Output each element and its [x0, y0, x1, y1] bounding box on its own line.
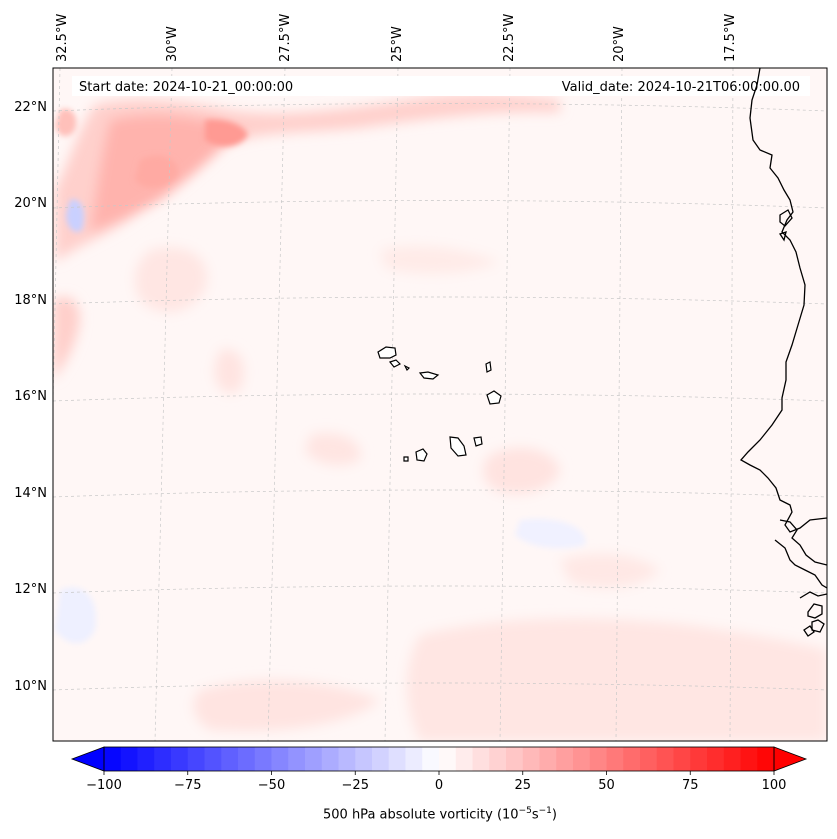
- date-info-box: [72, 76, 810, 96]
- colorbar-segment: [707, 747, 725, 771]
- colorbar-segment: [556, 747, 574, 771]
- lat-label: 10°N: [14, 679, 47, 694]
- start-date-label: Start date: 2024-10-21_00:00:00: [79, 80, 293, 95]
- lat-label: 20°N: [14, 196, 47, 211]
- lon-label: 22.5°W: [502, 14, 517, 62]
- cape-verde-islands: [377, 346, 502, 462]
- lon-label: 32.5°W: [55, 14, 70, 62]
- lon-label: 17.5°W: [723, 14, 738, 62]
- colorbar: −100 −75 −50 −25 0 25 50 75 100: [70, 746, 808, 793]
- colorbar-segment: [120, 747, 138, 771]
- colorbar-tick-label: 50: [598, 778, 615, 793]
- gridlines: [53, 68, 827, 741]
- colorbar-extend-max: [773, 746, 808, 772]
- colorbar-segment: [656, 747, 674, 771]
- colorbar-segment: [221, 747, 239, 771]
- colorbar-tick-label: −75: [174, 778, 201, 793]
- colorbar-segment: [405, 747, 423, 771]
- colorbar-tick-label: −50: [258, 778, 285, 793]
- colorbar-segment: [271, 747, 289, 771]
- colorbar-segment: [455, 747, 473, 771]
- colorbar-title: 500 hPa absolute vorticity (10−5s−1): [323, 806, 557, 823]
- lon-label: 30°W: [165, 26, 180, 62]
- colorbar-tick-label: −100: [86, 778, 122, 793]
- map-frame: [52, 67, 828, 742]
- colorbar-segment: [506, 747, 524, 771]
- colorbar-segment: [104, 747, 122, 771]
- colorbar-ticks: −100 −75 −50 −25 0 25 50 75 100: [86, 771, 786, 793]
- colorbar-segment: [757, 747, 775, 771]
- colorbar-segment: [573, 747, 591, 771]
- colorbar-tick-label: −25: [342, 778, 369, 793]
- colorbar-segment: [321, 747, 339, 771]
- colorbar-segment: [606, 747, 624, 771]
- lon-label: 20°W: [612, 26, 627, 62]
- colorbar-segment: [439, 747, 457, 771]
- colorbar-tick-label: 75: [682, 778, 699, 793]
- colorbar-segment: [690, 747, 708, 771]
- colorbar-segment: [305, 747, 323, 771]
- colorbar-segment: [673, 747, 691, 771]
- colorbar-segment: [589, 747, 607, 771]
- colorbar-segment: [489, 747, 507, 771]
- colorbar-tick-label: 0: [435, 778, 443, 793]
- colorbar-segment: [338, 747, 356, 771]
- colorbar-segment: [623, 747, 641, 771]
- colorbar-segment: [472, 747, 490, 771]
- colorbar-segment: [154, 747, 172, 771]
- lat-label: 14°N: [14, 486, 47, 501]
- colorbar-tick-label: 100: [762, 778, 787, 793]
- lon-label: 27.5°W: [278, 14, 293, 62]
- lat-label: 12°N: [14, 582, 47, 597]
- longitude-labels: 32.5°W 30°W 27.5°W 25°W 22.5°W 20°W 17.5…: [55, 14, 738, 62]
- colorbar-segment: [238, 747, 256, 771]
- lat-label: 18°N: [14, 293, 47, 308]
- colorbar-segment: [422, 747, 440, 771]
- colorbar-segment: [539, 747, 557, 771]
- colorbar-segment: [204, 747, 222, 771]
- coastline: [739, 68, 827, 637]
- valid-date-label: Valid_date: 2024-10-21T06:00:00.00: [562, 80, 800, 95]
- colorbar-segments: [104, 747, 775, 771]
- colorbar-segment: [288, 747, 306, 771]
- colorbar-segment: [388, 747, 406, 771]
- colorbar-segment: [740, 747, 758, 771]
- colorbar-extend-min: [70, 746, 105, 772]
- colorbar-tick-label: 25: [514, 778, 531, 793]
- colorbar-segment: [723, 747, 741, 771]
- latitude-labels: 22°N 20°N 18°N 16°N 14°N 12°N 10°N: [14, 100, 47, 694]
- colorbar-segment: [187, 747, 205, 771]
- lat-label: 22°N: [14, 100, 47, 115]
- colorbar-segment: [522, 747, 540, 771]
- colorbar-segment: [254, 747, 272, 771]
- colorbar-segment: [137, 747, 155, 771]
- lat-label: 16°N: [14, 389, 47, 404]
- colorbar-segment: [640, 747, 658, 771]
- vorticity-field: [53, 94, 827, 741]
- colorbar-segment: [355, 747, 373, 771]
- colorbar-segment: [171, 747, 189, 771]
- colorbar-segment: [372, 747, 390, 771]
- lon-label: 25°W: [390, 26, 405, 62]
